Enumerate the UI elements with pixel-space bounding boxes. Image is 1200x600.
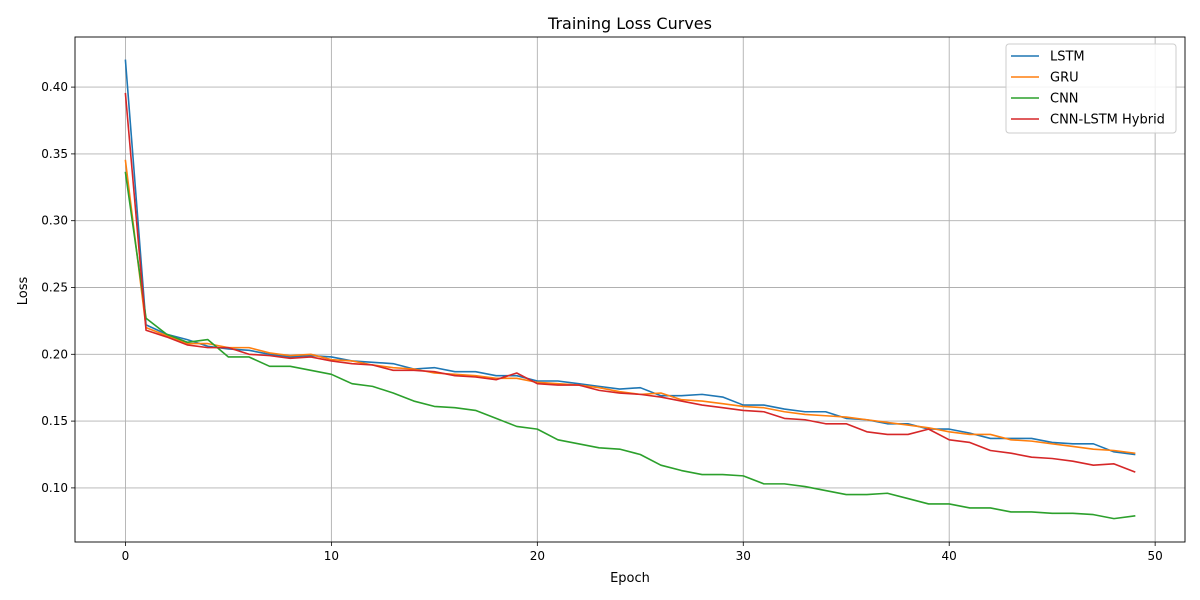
legend-label-cnn-lstm-hybrid: CNN-LSTM Hybrid [1050, 113, 1165, 128]
y-axis-label: Loss [16, 277, 31, 306]
x-tick-label: 40 [942, 549, 957, 563]
x-tick-label: 30 [736, 549, 751, 563]
x-tick-label: 10 [324, 549, 339, 563]
y-tick-label: 0.10 [41, 481, 68, 495]
series-line-cnn [124, 171, 1136, 520]
series-line-cnn-lstm-hybrid [124, 92, 1136, 473]
axis-ticks: 0 10 20 30 40 50 0.10 0.15 0.20 0.25 0.30 0.35 0.40 [41, 80, 1162, 563]
legend-box [1005, 43, 1177, 134]
series-line-lstm [124, 59, 1136, 456]
legend-label-gru: GRU [1050, 71, 1079, 86]
y-tick-label: 0.40 [41, 80, 68, 94]
y-tick-label: 0.35 [41, 147, 68, 161]
legend-label-lstm: LSTM [1050, 50, 1085, 65]
legend: LSTM GRU CNN CNN-LSTM Hybrid [1005, 43, 1177, 134]
chart-title: Training Loss Curves [547, 14, 712, 33]
legend-label-cnn: CNN [1050, 92, 1079, 107]
series-lines [124, 59, 1136, 520]
y-tick-label: 0.25 [41, 280, 68, 294]
x-tick-label: 50 [1147, 549, 1162, 563]
y-tick-label: 0.30 [41, 214, 68, 228]
y-tick-label: 0.15 [41, 414, 68, 428]
y-tick-label: 0.20 [41, 347, 68, 361]
x-tick-label: 0 [122, 549, 130, 563]
x-axis-label: Epoch [610, 571, 650, 586]
plot-frame [74, 36, 1186, 543]
x-tick-label: 20 [530, 549, 545, 563]
